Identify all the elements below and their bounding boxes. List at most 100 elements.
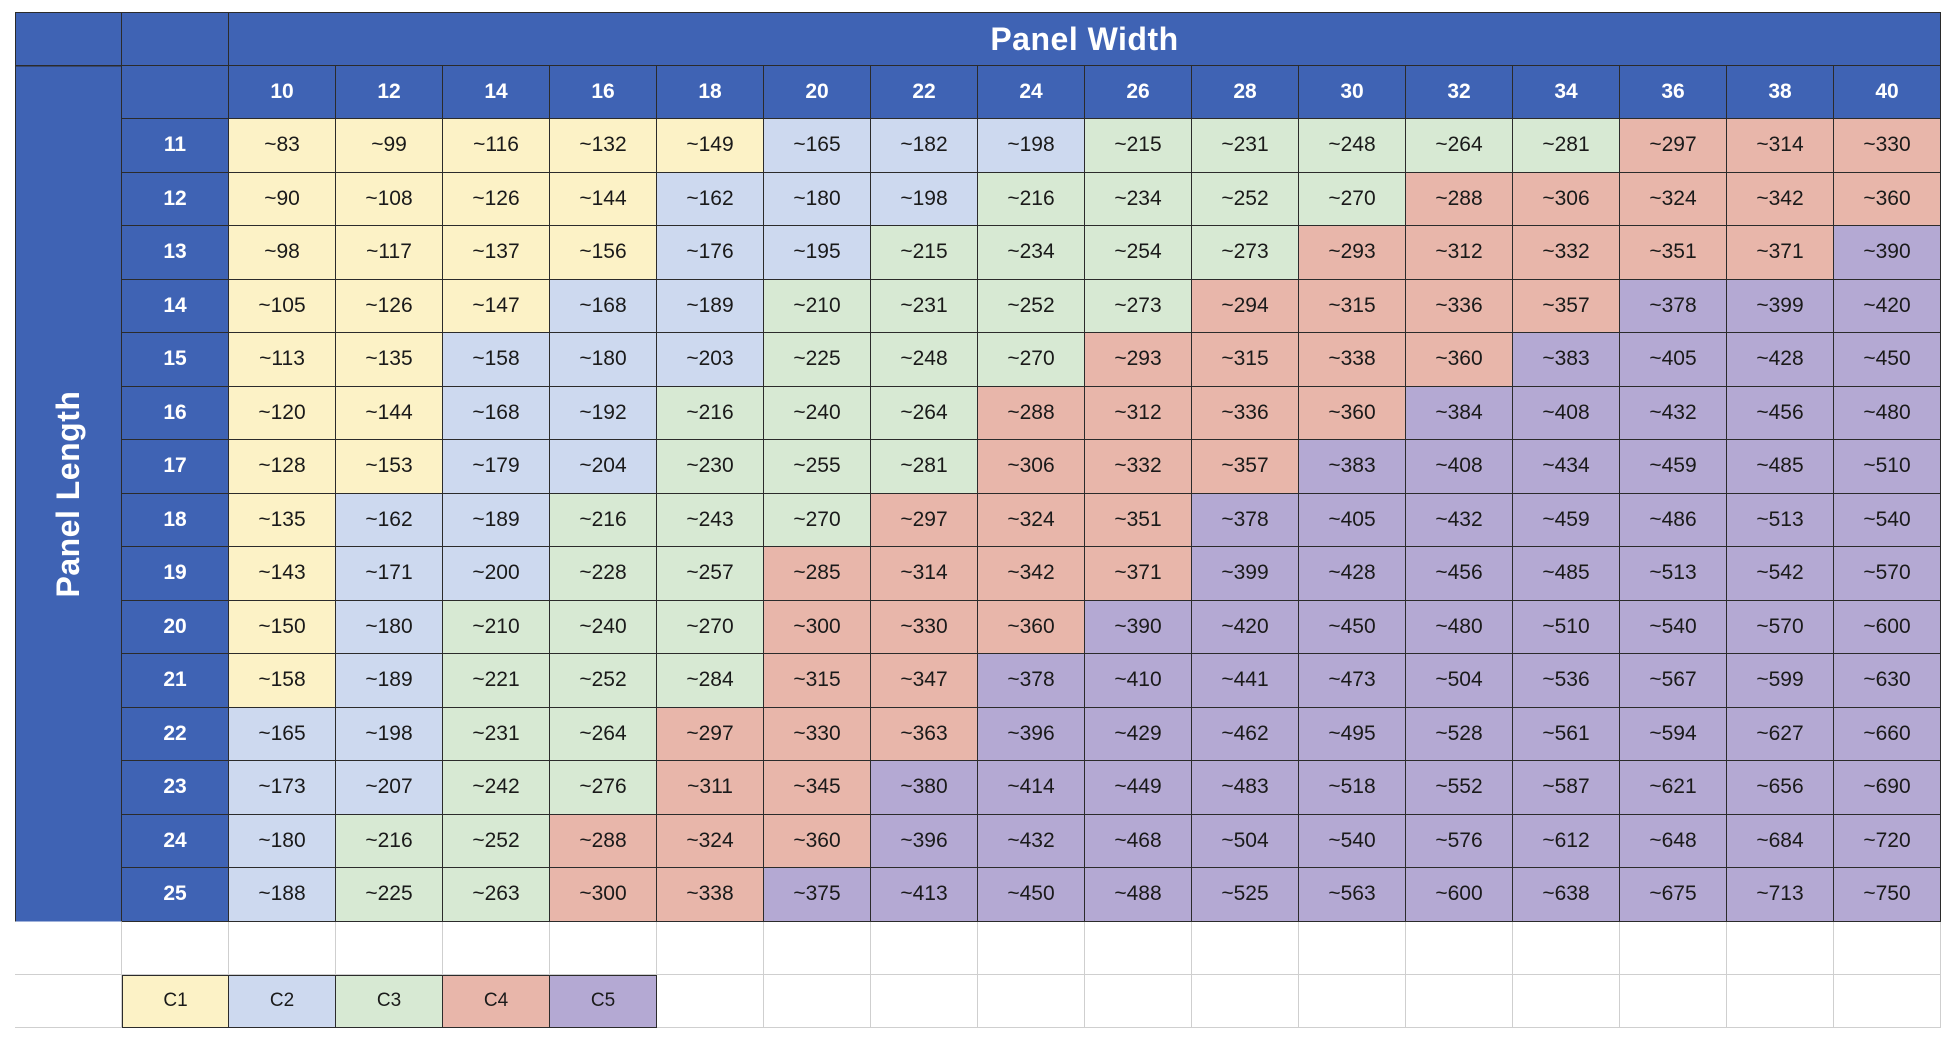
value-cell: ~513 [1727, 493, 1834, 547]
value-cell: ~627 [1727, 707, 1834, 761]
value-cell: ~257 [657, 547, 764, 601]
length-header-cell: 22 [122, 707, 229, 761]
value-cell: ~483 [1192, 761, 1299, 815]
value-cell: ~456 [1406, 547, 1513, 601]
value-cell: ~486 [1620, 493, 1727, 547]
value-cell: ~83 [229, 119, 336, 173]
value-cell: ~273 [1085, 279, 1192, 333]
value-cell: ~360 [1299, 386, 1406, 440]
value-cell: ~675 [1620, 868, 1727, 922]
value-cell: ~128 [229, 440, 336, 494]
value-cell: ~188 [229, 868, 336, 922]
value-cell: ~594 [1620, 707, 1727, 761]
value-cell: ~399 [1727, 279, 1834, 333]
value-cell: ~144 [550, 172, 657, 226]
blank-cell [550, 921, 657, 975]
value-cell: ~162 [657, 172, 764, 226]
value-cell: ~306 [1513, 172, 1620, 226]
value-cell: ~432 [1406, 493, 1513, 547]
value-cell: ~98 [229, 226, 336, 280]
value-cell: ~248 [871, 333, 978, 387]
value-cell: ~173 [229, 761, 336, 815]
blank-cell [122, 921, 229, 975]
value-cell: ~158 [229, 654, 336, 708]
value-cell: ~182 [871, 119, 978, 173]
value-cell: ~518 [1299, 761, 1406, 815]
value-cell: ~429 [1085, 707, 1192, 761]
value-cell: ~255 [764, 440, 871, 494]
width-header-cell: 16 [550, 66, 657, 119]
value-cell: ~179 [443, 440, 550, 494]
value-cell: ~270 [1299, 172, 1406, 226]
value-cell: ~450 [978, 868, 1085, 922]
legend-item-c1: C1 [122, 974, 229, 1028]
value-cell: ~570 [1727, 600, 1834, 654]
value-cell: ~276 [550, 761, 657, 815]
value-cell: ~357 [1513, 279, 1620, 333]
value-cell: ~210 [443, 600, 550, 654]
value-cell: ~360 [764, 814, 871, 868]
value-cell: ~630 [1834, 654, 1941, 708]
value-cell: ~195 [764, 226, 871, 280]
width-header-cell: 18 [657, 66, 764, 119]
length-header-cell: 17 [122, 440, 229, 494]
value-cell: ~147 [443, 279, 550, 333]
value-cell: ~180 [764, 172, 871, 226]
length-header-cell: 11 [122, 119, 229, 173]
value-cell: ~408 [1513, 386, 1620, 440]
value-cell: ~153 [336, 440, 443, 494]
value-cell: ~281 [1513, 119, 1620, 173]
blank-cell [764, 921, 871, 975]
value-cell: ~198 [978, 119, 1085, 173]
value-cell: ~380 [871, 761, 978, 815]
value-cell: ~342 [1727, 172, 1834, 226]
blank-cell [871, 921, 978, 975]
length-header-cell: 21 [122, 654, 229, 708]
value-cell: ~599 [1727, 654, 1834, 708]
value-cell: ~180 [550, 333, 657, 387]
value-cell: ~528 [1406, 707, 1513, 761]
value-cell: ~281 [871, 440, 978, 494]
length-header-cell: 25 [122, 868, 229, 922]
value-cell: ~300 [550, 868, 657, 922]
width-header-cell: 10 [229, 66, 336, 119]
value-cell: ~254 [1085, 226, 1192, 280]
value-cell: ~384 [1406, 386, 1513, 440]
value-cell: ~488 [1085, 868, 1192, 922]
width-header-cell: 28 [1192, 66, 1299, 119]
value-cell: ~468 [1085, 814, 1192, 868]
blank-cell [1299, 921, 1406, 975]
value-cell: ~288 [978, 386, 1085, 440]
value-cell: ~459 [1513, 493, 1620, 547]
value-cell: ~150 [229, 600, 336, 654]
value-cell: ~540 [1299, 814, 1406, 868]
value-cell: ~432 [978, 814, 1085, 868]
value-cell: ~420 [1834, 279, 1941, 333]
value-cell: ~293 [1085, 333, 1192, 387]
value-cell: ~480 [1406, 600, 1513, 654]
value-cell: ~332 [1085, 440, 1192, 494]
value-cell: ~216 [550, 493, 657, 547]
value-cell: ~105 [229, 279, 336, 333]
length-header-cell: 18 [122, 493, 229, 547]
value-cell: ~90 [229, 172, 336, 226]
length-header-cell: 12 [122, 172, 229, 226]
value-cell: ~413 [871, 868, 978, 922]
blank-cell [443, 921, 550, 975]
value-cell: ~338 [1299, 333, 1406, 387]
value-cell: ~263 [443, 868, 550, 922]
value-cell: ~144 [336, 386, 443, 440]
value-cell: ~270 [764, 493, 871, 547]
width-header-cell: 34 [1513, 66, 1620, 119]
value-cell: ~135 [229, 493, 336, 547]
value-cell: ~410 [1085, 654, 1192, 708]
value-cell: ~378 [978, 654, 1085, 708]
value-cell: ~378 [1192, 493, 1299, 547]
value-cell: ~231 [443, 707, 550, 761]
value-cell: ~288 [550, 814, 657, 868]
value-cell: ~189 [657, 279, 764, 333]
value-cell: ~189 [443, 493, 550, 547]
value-cell: ~314 [871, 547, 978, 601]
value-cell: ~428 [1727, 333, 1834, 387]
value-cell: ~180 [336, 600, 443, 654]
